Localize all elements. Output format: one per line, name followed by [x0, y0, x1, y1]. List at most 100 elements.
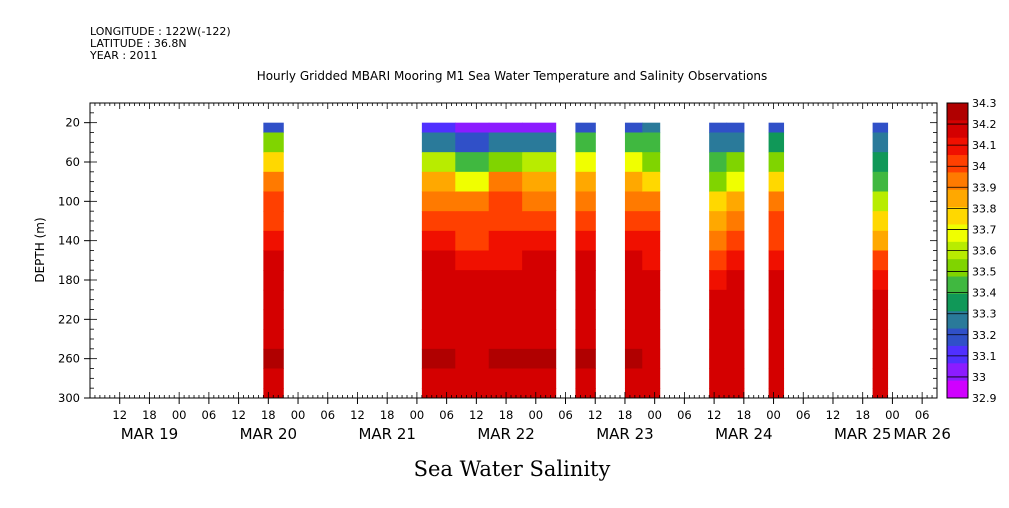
colorbar-swatch: [947, 189, 968, 208]
heatmap-cell: [522, 132, 557, 153]
heatmap-cell: [709, 329, 728, 350]
heatmap-cell: [624, 122, 643, 134]
heatmap-cell: [421, 191, 456, 212]
heatmap-cell: [263, 122, 284, 134]
heatmap-cell: [522, 270, 557, 291]
heatmap-cell: [768, 329, 785, 350]
heatmap-cell: [575, 152, 596, 173]
heatmap-cell: [488, 309, 523, 330]
heatmap-cell: [421, 230, 456, 252]
heatmap-cell: [872, 270, 889, 291]
heatmap-cell: [488, 329, 523, 350]
x-tick-label: 12: [231, 408, 246, 422]
heatmap-cell: [768, 348, 785, 370]
heatmap-cell: [263, 152, 284, 173]
colorbar-swatch: [947, 363, 968, 382]
heatmap-cell: [522, 152, 557, 173]
heatmap-cell: [624, 289, 643, 311]
heatmap-cell: [455, 152, 490, 173]
heatmap-cell: [421, 171, 456, 193]
heatmap-cell: [768, 171, 785, 193]
heatmap-cell: [455, 388, 490, 398]
chart-title: Hourly Gridded MBARI Mooring M1 Sea Wate…: [257, 69, 768, 83]
colorbar-label: 33.8: [972, 202, 997, 215]
heatmap-cell: [726, 211, 745, 232]
y-tick-label: 60: [65, 155, 80, 169]
heatmap-cell: [263, 309, 284, 330]
heatmap-cell: [624, 329, 643, 350]
x-day-label: MAR 22: [477, 425, 534, 443]
colorbar-label: 32.9: [972, 392, 997, 405]
heatmap-cell: [709, 270, 728, 291]
heatmap-cell: [624, 171, 643, 193]
heatmap-cell: [624, 132, 643, 153]
colorbar-swatch: [947, 328, 968, 347]
heatmap-cell: [642, 171, 661, 193]
y-tick-label: 100: [58, 194, 80, 208]
x-tick-label: 18: [499, 408, 514, 422]
colorbar-swatch: [947, 137, 968, 156]
heatmap-cell: [709, 211, 728, 232]
heatmap-cell: [575, 211, 596, 232]
heatmap-cell: [522, 250, 557, 271]
axes: 12 18 00 06 12 18 00 06 12 18 00 06 12 18 00 06 12 18 00 06…: [58, 103, 951, 443]
heatmap-cell: [996, 133, 1009, 153]
heatmap-cell: [872, 230, 889, 252]
heatmap-cell: [642, 191, 661, 212]
y-tick-label: 220: [58, 312, 80, 326]
heatmap-cells: [263, 122, 1009, 398]
x-tick-label: 12: [350, 408, 365, 422]
heatmap-cell: [488, 230, 523, 252]
heatmap-cell: [263, 329, 284, 350]
year-label: YEAR : 2011: [89, 49, 158, 62]
heatmap-cell: [996, 192, 1009, 212]
heatmap-cell: [455, 171, 490, 193]
heatmap-cell: [421, 348, 456, 370]
heatmap-cell: [488, 368, 523, 389]
colorbar-swatch: [947, 103, 968, 121]
heatmap-cell: [996, 172, 1009, 192]
heatmap-cell: [872, 348, 889, 370]
heatmap-cell: [624, 348, 643, 370]
heatmap-cell: [726, 368, 745, 389]
heatmap-cell: [522, 388, 557, 398]
heatmap-cell: [421, 211, 456, 232]
heatmap-cell: [768, 191, 785, 212]
heatmap-cell: [768, 309, 785, 330]
heatmap-cell: [872, 250, 889, 271]
heatmap-cell: [263, 132, 284, 153]
heatmap-cell: [624, 368, 643, 389]
heatmap-cell: [996, 211, 1009, 231]
heatmap-cell: [455, 348, 490, 370]
colorbar-swatch: [947, 120, 968, 139]
heatmap-cell: [421, 388, 456, 398]
heatmap-cell: [642, 270, 661, 291]
heatmap-cell: [455, 329, 490, 350]
heatmap-cell: [642, 230, 661, 252]
heatmap-cell: [642, 132, 661, 153]
heatmap-cell: [726, 191, 745, 212]
x-tick-label: 12: [469, 408, 484, 422]
heatmap-cell: [709, 122, 728, 134]
y-tick-label: 20: [65, 116, 80, 130]
heatmap-cell: [522, 289, 557, 311]
colorbar-label: 33.6: [972, 245, 997, 258]
x-day-label: MAR 19: [121, 425, 178, 443]
heatmap-cell: [996, 270, 1009, 290]
heatmap-cell: [575, 270, 596, 291]
x-tick-label: 06: [915, 408, 930, 422]
heatmap-cell: [421, 309, 456, 330]
heatmap-cell: [768, 230, 785, 252]
heatmap-cell: [709, 289, 728, 311]
heatmap-cell: [522, 191, 557, 212]
y-tick-label: 300: [58, 391, 80, 405]
heatmap-cell: [522, 171, 557, 193]
x-tick-label: 18: [855, 408, 870, 422]
heatmap-cell: [726, 250, 745, 271]
heatmap-cell: [421, 270, 456, 291]
heatmap-cell: [455, 132, 490, 153]
colorbar-label: 33.1: [972, 350, 997, 363]
heatmap-cell: [455, 289, 490, 311]
heatmap-cell: [263, 368, 284, 389]
heatmap-cell: [709, 132, 728, 153]
